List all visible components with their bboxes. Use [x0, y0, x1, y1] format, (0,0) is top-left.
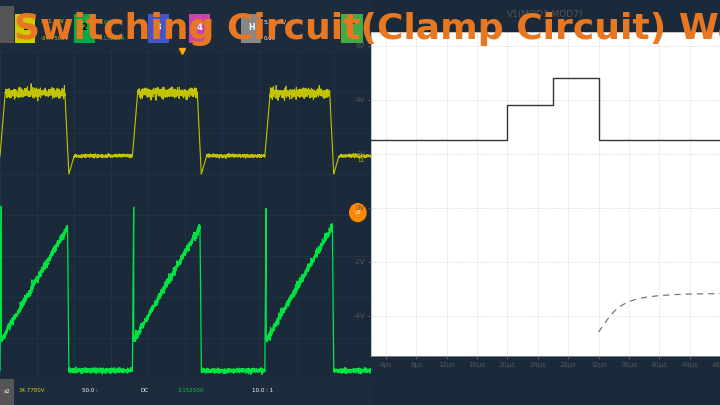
Text: 2: 2	[81, 23, 87, 32]
Text: Switching Circuit(Clamp Circuit) Waveforms 1 W: Switching Circuit(Clamp Circuit) Wavefor…	[14, 12, 720, 46]
Text: 1.00A/: 1.00A/	[98, 19, 118, 24]
Text: 1: 1	[22, 23, 28, 32]
Bar	[189, 14, 210, 43]
Text: 3.15250A: 3.15250A	[98, 36, 125, 41]
Text: DC: DC	[141, 388, 149, 392]
Bar	[341, 14, 364, 43]
Bar	[0, 0, 371, 51]
Bar	[74, 14, 94, 43]
Text: 34.7780V: 34.7780V	[19, 388, 45, 392]
Text: 5.00ns/: 5.00ns/	[264, 19, 287, 24]
Bar	[148, 14, 168, 43]
Text: 4: 4	[197, 23, 202, 32]
Text: H: H	[248, 23, 255, 32]
Circle shape	[350, 204, 366, 222]
Text: 50.0 :: 50.0 :	[81, 388, 97, 392]
Bar	[15, 14, 35, 43]
Text: 0.0s: 0.0s	[264, 36, 275, 41]
Text: 10.0 : 1: 10.0 : 1	[252, 388, 274, 392]
Bar	[0, 379, 371, 405]
Text: 11: 11	[358, 158, 365, 163]
Text: V1(MOD1,MOD7): V1(MOD1,MOD7)	[507, 11, 584, 19]
Bar	[0, 379, 14, 405]
Text: y3: y3	[355, 210, 361, 215]
Text: x2: x2	[4, 389, 10, 394]
Text: 3: 3	[156, 23, 161, 32]
Text: -34.7503V: -34.7503V	[41, 36, 69, 41]
Text: 201.1W: 201.1W	[41, 19, 65, 24]
Text: 3.15250A: 3.15250A	[178, 388, 204, 392]
Bar	[241, 14, 261, 43]
Text: T: T	[349, 23, 355, 32]
Bar	[0, 6, 14, 43]
